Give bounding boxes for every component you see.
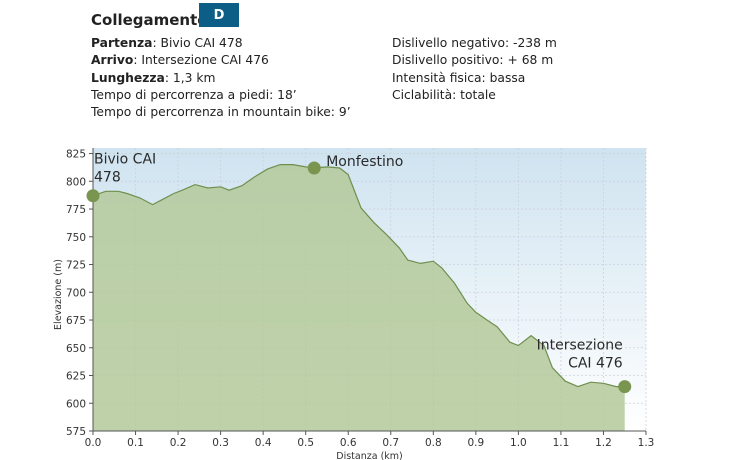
route-point-label: 478 <box>94 170 121 186</box>
info-line-label: Lunghezza <box>91 70 165 85</box>
y-tick-label: 675 <box>66 315 86 327</box>
x-tick-label: 1.3 <box>638 437 655 449</box>
y-tick-label: 825 <box>66 149 86 161</box>
info-line-label: Arrivo <box>91 53 134 68</box>
info-line-value: Tempo di percorrenza in mountain bike: 9… <box>91 105 351 120</box>
elevation-line <box>92 164 625 388</box>
info-line: Ciclabilità: totale <box>392 87 496 102</box>
y-tick-label: 800 <box>66 176 86 188</box>
y-tick-label: 575 <box>66 426 86 438</box>
route-badge: D <box>199 3 239 27</box>
info-line-value: : 1,3 km <box>164 70 216 85</box>
info-line: Partenza: Bivio CAI 478 <box>91 35 351 52</box>
labeled-points: Bivio CAI 478 Monfestino Intersezione CAI 47… <box>86 152 632 394</box>
route-point-label: Bivio CAI <box>94 152 156 168</box>
info-line-value: Tempo di percorrenza a piedi: 18’ <box>91 87 297 102</box>
x-tick-label: 1.1 <box>553 437 570 449</box>
y-tick-label: 650 <box>66 343 86 355</box>
info-line-value: : Bivio CAI 478 <box>152 36 243 50</box>
info-line-value: : Intersezione CAI 476 <box>133 53 269 68</box>
info-line: Lunghezza: 1,3 km <box>91 70 351 87</box>
y-tick-label: 725 <box>66 260 86 272</box>
route-title: Collegamento <box>91 11 208 29</box>
info-line: Dislivello negativo: -238 m <box>392 36 557 50</box>
x-axis-label: Distanza (km) <box>336 451 402 460</box>
y-tick-label: 700 <box>66 287 86 299</box>
info-line: Tempo di percorrenza in mountain bike: 9… <box>91 104 351 121</box>
x-tick-label: 0.2 <box>170 437 187 449</box>
y-tick-label: 625 <box>66 371 86 383</box>
route-point-marker <box>86 189 100 203</box>
route-point-marker <box>307 161 321 175</box>
y-axis-ticks: 575 600 625 650 675 700 725 750 775 800 825 <box>66 149 93 438</box>
x-tick-label: 0.5 <box>297 437 314 449</box>
x-tick-label: 0.6 <box>340 437 357 449</box>
route-info-left: Partenza: Bivio CAI 478 Arrivo: Intersezi… <box>91 35 351 121</box>
info-line: Intensità fisica: bassa <box>392 70 526 85</box>
x-tick-label: 1.0 <box>510 437 527 449</box>
x-tick-label: 1.2 <box>595 437 612 449</box>
elevation-area <box>93 164 625 431</box>
y-axis-label: Elevazione (m) <box>53 259 64 330</box>
x-tick-label: 0.8 <box>425 437 442 449</box>
x-tick-label: 0.7 <box>382 437 399 449</box>
x-tick-label: 0.9 <box>467 437 484 449</box>
x-tick-label: 0.4 <box>255 437 272 449</box>
x-tick-label: 0.1 <box>127 437 144 449</box>
route-point-label: Monfestino <box>326 154 403 170</box>
info-line: Dislivello positivo: + 68 m <box>392 53 554 68</box>
route-point-label: CAI 476 <box>568 356 623 372</box>
y-tick-label: 775 <box>66 204 86 216</box>
y-tick-label: 600 <box>66 398 86 410</box>
x-axis-ticks: 0.0 0.1 0.2 0.3 0.4 0.5 0.6 0.7 0.8 0.9 1.0 1.1 1.2 1… <box>85 431 655 449</box>
info-line: Arrivo: Intersezione CAI 476 <box>91 52 351 69</box>
route-point-label: Intersezione <box>537 338 623 354</box>
route-point-marker <box>618 380 632 394</box>
x-tick-label: 0.0 <box>85 437 102 449</box>
info-line-label: Partenza <box>91 36 153 50</box>
x-tick-label: 0.3 <box>212 437 229 449</box>
route-info-right: Dislivello negativo: -238 m Dislivello po… <box>392 35 557 104</box>
info-line: Tempo di percorrenza a piedi: 18’ <box>91 87 351 104</box>
y-tick-label: 750 <box>66 232 86 244</box>
